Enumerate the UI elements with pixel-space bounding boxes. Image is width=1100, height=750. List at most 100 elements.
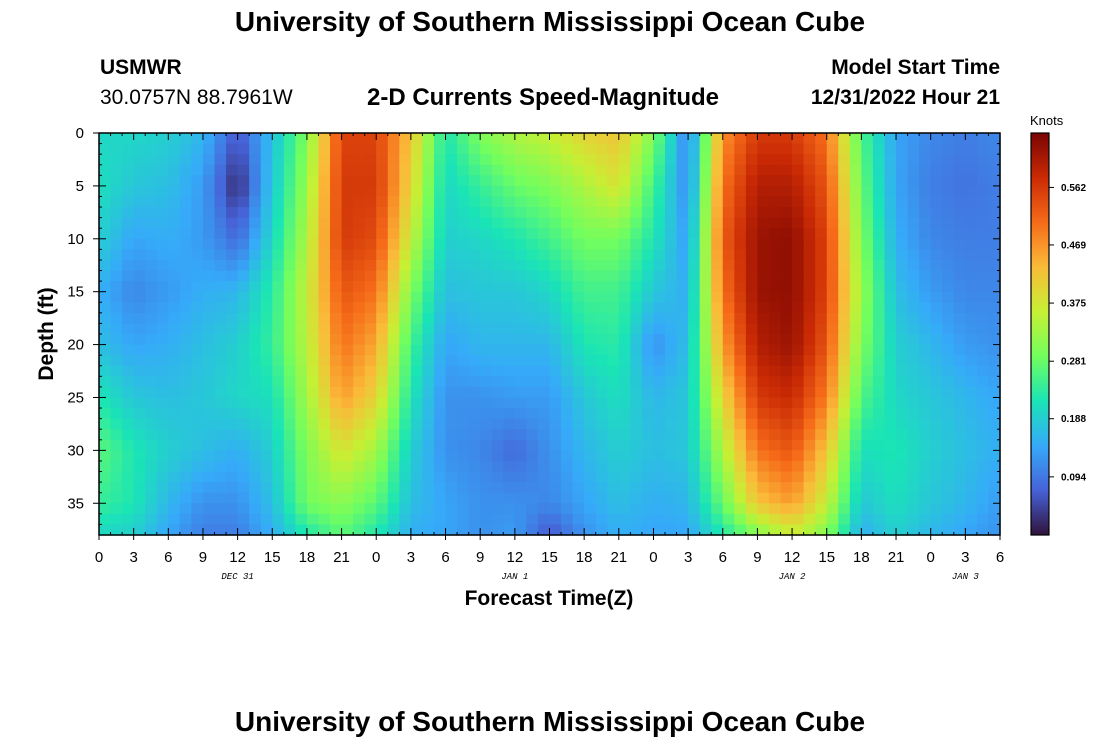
heatmap-cell [526,513,539,526]
heatmap-cell [653,482,666,494]
heatmap-cell [330,418,343,430]
heatmap-cell [792,185,805,198]
heatmap-cell [202,450,216,462]
heatmap-cell [237,365,250,377]
heatmap-cell [410,291,424,303]
heatmap-cell [468,238,481,250]
heatmap-cell [768,196,782,208]
heatmap-cell [734,143,747,155]
heatmap-cell [376,418,389,430]
heatmap-cell [399,291,412,303]
heatmap-cell [99,503,112,515]
heatmap-cell [457,323,470,335]
heatmap-cell [665,249,678,261]
heatmap-cell [618,365,631,377]
heatmap-cell [526,217,539,229]
heatmap-cell [445,418,458,430]
heatmap-cell [942,439,955,451]
heatmap-cell [260,312,273,325]
heatmap-cell [202,143,216,155]
heatmap-cell [133,450,146,462]
heatmap-cell [838,207,851,219]
heatmap-cell [433,228,447,240]
heatmap-cell [780,302,793,314]
heatmap-cell [780,482,793,494]
heatmap-cell [468,429,481,441]
heatmap-cell [272,217,285,229]
heatmap-cell [676,217,689,229]
heatmap-cell [145,503,158,515]
heatmap-cell [133,133,146,145]
heatmap-cell [156,492,169,504]
heatmap-cell [976,217,990,229]
heatmap-cell [295,408,308,420]
heatmap-cell [815,397,828,409]
heatmap-cell [422,133,435,145]
heatmap-cell [757,513,770,526]
heatmap-cell [295,355,308,367]
heatmap-cell [803,439,816,451]
heatmap-cell [688,439,701,451]
heatmap-cell [445,386,458,399]
heatmap-cell [353,408,366,420]
heatmap-cell [503,397,516,409]
heatmap-cell [433,450,447,462]
heatmap-cell [884,238,897,250]
heatmap-cell [745,164,759,176]
heatmap-cell [433,270,447,282]
heatmap-cell [976,418,990,430]
heatmap-cell [145,185,158,198]
heatmap-cell [584,355,597,367]
heatmap-cell [665,154,678,166]
heatmap-cell [988,323,1001,335]
heatmap-cell [503,376,516,388]
heatmap-cell [330,365,343,377]
heatmap-cell [191,397,204,409]
heatmap-cell [965,259,978,272]
heatmap-cell [468,270,481,282]
heatmap-cell [803,196,816,208]
heatmap-cell [260,185,273,198]
heatmap-cell [399,376,412,388]
heatmap-cell [295,164,308,176]
heatmap-cell [503,249,516,261]
heatmap-cell [237,386,250,399]
heatmap-cell [688,386,701,399]
heatmap-cell [410,471,424,483]
heatmap-cell [711,259,724,272]
heatmap-cell [145,270,158,282]
heatmap-cell [237,291,250,303]
heatmap-cell [249,143,262,155]
heatmap-cell [861,196,874,208]
heatmap-cell [792,281,805,293]
heatmap-cell [376,133,389,145]
heatmap-cell [884,386,897,399]
heatmap-cell [688,175,701,187]
heatmap-cell [826,143,839,155]
heatmap-cell [249,217,262,229]
heatmap-cell [976,259,990,272]
heatmap-cell [341,249,354,261]
heatmap-cell [815,471,828,483]
heatmap-cell [953,482,966,494]
heatmap-cell [665,164,678,176]
heatmap-cell [653,408,666,420]
heatmap-cell [722,185,735,198]
heatmap-cell [849,503,862,515]
heatmap-cell [988,439,1001,451]
heatmap-cell [526,249,539,261]
heatmap-cell [422,281,435,293]
heatmap-cell [930,143,943,155]
heatmap-cell [745,154,759,166]
heatmap-cell [399,513,412,526]
heatmap-cell [561,185,574,198]
heatmap-cell [110,344,123,356]
heatmap-cell [237,524,250,536]
heatmap-cell [410,281,424,293]
heatmap-cell [711,492,724,504]
heatmap-cell [168,386,181,399]
heatmap-cell [457,228,470,240]
heatmap-cell [896,439,909,451]
heatmap-cell [584,492,597,504]
heatmap-cell [884,503,897,515]
